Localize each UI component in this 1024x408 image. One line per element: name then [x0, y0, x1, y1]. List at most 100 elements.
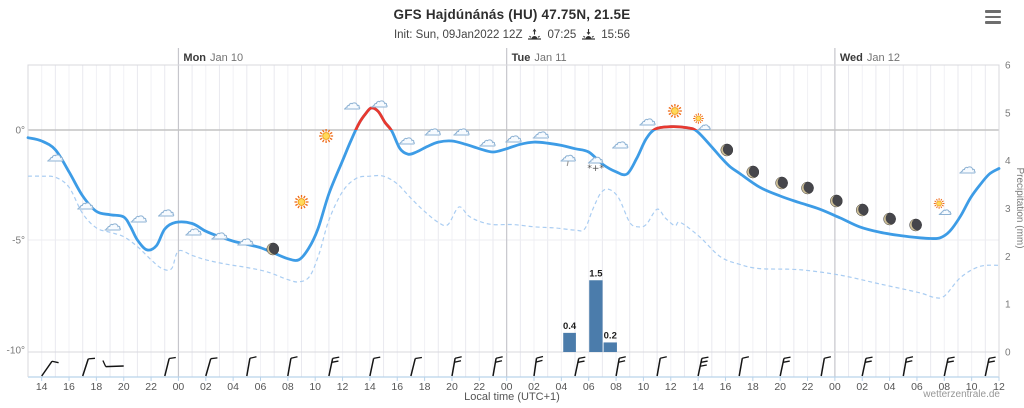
cloud-icon: ☁: [130, 207, 148, 228]
cloud-icon: ☁: [532, 123, 550, 144]
svg-text:20: 20: [446, 381, 458, 393]
moon-icon: [775, 176, 788, 190]
svg-text:Precipitation (mm): Precipitation (mm): [1014, 167, 1024, 248]
moon-icon: [801, 181, 814, 195]
svg-text:☁: ☁: [505, 127, 522, 147]
sun-icon: [294, 195, 309, 209]
hamburger-menu-icon[interactable]: [985, 10, 1001, 24]
svg-text:04: 04: [556, 381, 568, 393]
svg-text:☁: ☁: [398, 129, 415, 149]
svg-text:10: 10: [966, 381, 978, 393]
svg-text:14: 14: [364, 381, 376, 393]
plot-border: [27, 64, 1000, 378]
svg-text:04: 04: [227, 381, 239, 393]
svg-text:0.4: 0.4: [563, 321, 577, 332]
sunset-time: 15:56: [601, 28, 631, 41]
svg-text:18: 18: [747, 381, 759, 393]
wind-barb-icon: [533, 355, 544, 377]
temperature-line: [26, 106, 1001, 262]
wind-barb-icon: [164, 356, 176, 377]
svg-text:☁: ☁: [639, 110, 656, 130]
sunrise-icon: [528, 28, 542, 40]
svg-text:☁: ☁: [77, 194, 94, 214]
sky-icons: ☁☁☁ ☁ ☁☁ ☁ ☁☁ ☁☁ ☁ ☁☁ ☁ ☁☁ ☁*+*☁☁ ☁☁☁: [46, 92, 977, 256]
svg-text:06: 06: [911, 381, 923, 393]
wind-barb-icon: [574, 356, 586, 377]
x-axis-title: Local time (UTC+1): [464, 391, 560, 403]
svg-text:0°: 0°: [15, 126, 25, 137]
svg-text:20: 20: [118, 381, 130, 393]
wind-barb-icon: [943, 356, 955, 377]
svg-text:☁: ☁: [698, 119, 711, 134]
moon-icon: [830, 194, 843, 208]
svg-text:12: 12: [337, 381, 349, 393]
wind-barb-icon: [102, 360, 124, 368]
moon-icon: [883, 212, 896, 226]
sun-icon: [319, 129, 334, 143]
sun-cloud-icon: ☁: [933, 198, 952, 219]
moon-icon: [909, 218, 922, 232]
cloud-snow-icon: ☁*+*: [587, 147, 604, 174]
svg-text:14: 14: [692, 381, 704, 393]
cloud-icon: ☁: [211, 224, 229, 245]
cloud-icon: ☁: [398, 129, 416, 150]
svg-text:22: 22: [145, 381, 157, 393]
cloud-icon: ☁: [104, 215, 122, 236]
svg-text:5: 5: [1005, 108, 1011, 119]
cloud-icon: ☁: [343, 94, 361, 115]
svg-text:4: 4: [1005, 156, 1011, 167]
precipitation-axis-labels: 0 1 2 3 4 5 6 Precipitation (mm): [1005, 61, 1024, 359]
wind-barb-icon: [738, 356, 750, 377]
svg-text:6: 6: [1005, 61, 1011, 72]
svg-text:☁: ☁: [344, 94, 361, 114]
wind-barb-icon: [205, 357, 218, 377]
wind-barb-icon: [820, 356, 832, 377]
svg-text:☁: ☁: [453, 120, 470, 140]
svg-text:06: 06: [255, 381, 267, 393]
wind-barb-icon: [81, 357, 96, 377]
svg-text:*+*: *+*: [587, 164, 604, 174]
wind-barb-icon: [984, 356, 996, 377]
moon-icon: [266, 242, 280, 256]
cloud-icon: ☁: [76, 194, 94, 215]
wind-barb-icon: [902, 356, 914, 377]
wind-barb-icon: [779, 356, 791, 377]
svg-text:00: 00: [173, 381, 185, 393]
svg-text:☁: ☁: [211, 224, 228, 244]
precipitation-bars: 0.4 1.5 0.2: [563, 268, 617, 352]
cloud-icon: ☁: [505, 127, 523, 148]
svg-text:18: 18: [419, 381, 431, 393]
svg-text:12: 12: [993, 381, 1005, 393]
svg-text:02: 02: [528, 381, 540, 393]
svg-text:10: 10: [638, 381, 650, 393]
sunrise-time: 07:25: [547, 28, 577, 41]
wind-barb-icon: [697, 356, 709, 377]
wind-barb-icon: [328, 356, 340, 377]
svg-text:☁: ☁: [130, 207, 147, 227]
cloud-icon: ☁: [185, 220, 203, 241]
svg-text:☁: ☁: [237, 230, 254, 250]
svg-text:0.2: 0.2: [604, 330, 617, 341]
svg-text:☁: ☁: [371, 92, 388, 112]
svg-text:2: 2: [1005, 252, 1011, 263]
wind-barb-icon: [41, 360, 59, 377]
x-axis-labels: 14 16 18 20 22 00 02 04 06 08 10 12 14 16 18 20 22 00 02 04…: [36, 377, 1005, 393]
svg-text:10: 10: [309, 381, 321, 393]
wind-barb-icon: [287, 356, 298, 377]
svg-text:☁: ☁: [959, 158, 976, 178]
day-headers: Mon Jan 10 Tue Jan 11 Wed Jan 12: [183, 52, 900, 64]
moon-icon: [746, 165, 760, 179]
moon-icon: [855, 203, 869, 217]
svg-text:12: 12: [665, 381, 677, 393]
svg-text:0: 0: [1005, 348, 1011, 359]
svg-text:☁: ☁: [939, 204, 952, 219]
svg-text:1.5: 1.5: [589, 268, 603, 279]
dew-point-line: [27, 174, 1000, 299]
svg-text:16: 16: [63, 381, 75, 393]
sun-icon: [667, 104, 682, 118]
cloud-icon: ☁: [46, 146, 64, 167]
svg-text:00: 00: [829, 381, 841, 393]
watermark: wetterzentrale.de: [923, 389, 1000, 400]
